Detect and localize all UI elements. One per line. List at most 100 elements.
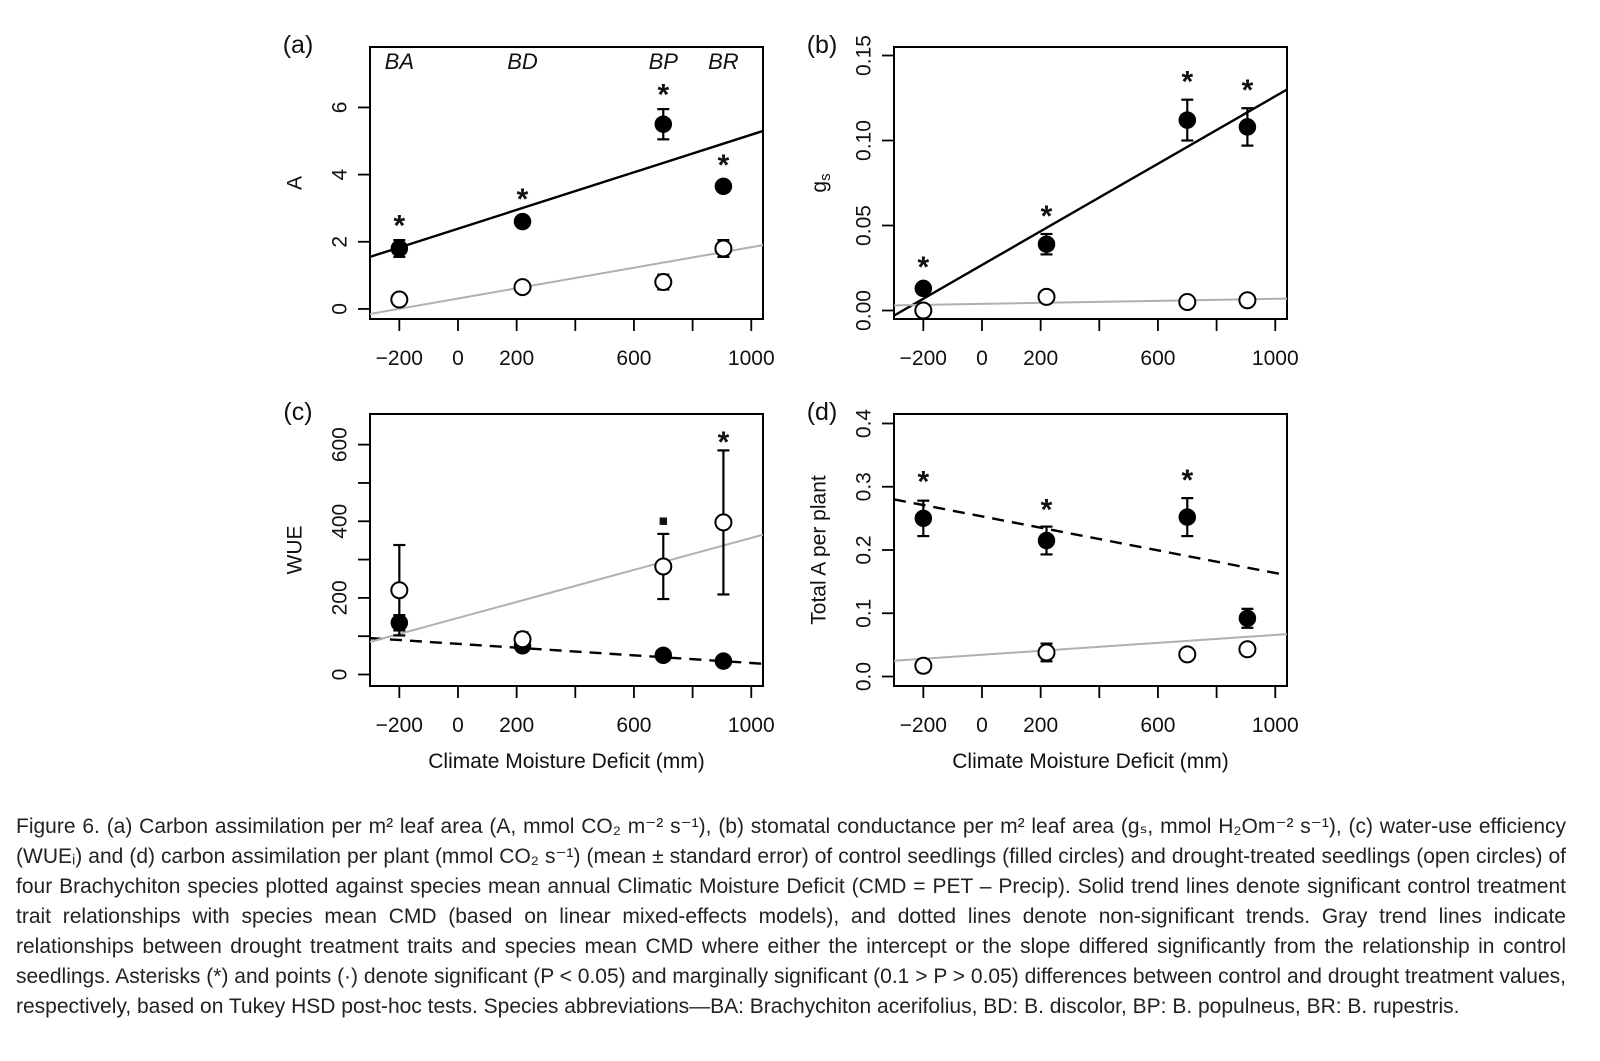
figure-6: −200 0 200 600 1000 0 2 4 6 A (a) BA BD BP BR * * * * −200 0… — [283, 31, 1299, 773]
x-tick-label: 1000 — [1252, 347, 1299, 370]
point-drought — [714, 239, 733, 258]
point-control — [914, 509, 933, 528]
point-control — [1238, 609, 1257, 628]
x-tick-label: 0 — [452, 347, 464, 370]
y-tick-label: 2 — [329, 236, 352, 248]
figure-caption: Figure 6. (a) Carbon assimilation per m²… — [16, 812, 1566, 1022]
trend-line-control — [370, 636, 763, 665]
point-drought — [654, 557, 673, 576]
trend-line-control — [894, 498, 1287, 577]
x-axis-title: Climate Moisture Deficit (mm) — [428, 750, 705, 773]
panel-label: (b) — [807, 31, 838, 59]
y-tick-label: 0.00 — [853, 290, 876, 331]
significance-mark: * — [1041, 200, 1053, 233]
trend-line-drought — [894, 633, 1287, 662]
x-axis-title: Climate Moisture Deficit (mm) — [952, 750, 1229, 773]
x-tick-label: 1000 — [728, 714, 775, 737]
x-tick-label: 200 — [1023, 347, 1058, 370]
species-label: BP — [649, 49, 679, 74]
y-axis-title-sub: s — [817, 173, 834, 181]
point-drought — [513, 630, 532, 649]
plot-frame — [893, 413, 1288, 687]
point-drought — [654, 273, 673, 292]
significance-mark: * — [517, 183, 529, 216]
x-tick-label: 600 — [1140, 347, 1175, 370]
y-axis-title: WUE — [284, 526, 307, 575]
y-tick-label: 0.3 — [853, 472, 876, 501]
significance-mark: ▪ — [658, 505, 669, 538]
y-tick-label: 4 — [329, 168, 352, 180]
point-drought — [914, 301, 933, 320]
point-control — [513, 212, 532, 231]
y-tick-label: 0.2 — [853, 535, 876, 564]
plot-frame — [369, 46, 764, 320]
y-tick-label: 0.05 — [853, 205, 876, 246]
y-tick-label: 600 — [329, 427, 352, 462]
panel-d: −200 0 200 600 1000 0.0 0.1 0.2 0.3 0.4 Total A pe… — [807, 398, 1299, 773]
x-tick-label: 1000 — [728, 347, 775, 370]
x-tick-label: 200 — [499, 714, 534, 737]
x-tick-label: 1000 — [1252, 714, 1299, 737]
trend-line-drought — [370, 533, 763, 643]
point-control — [714, 652, 733, 670]
point-drought — [1238, 640, 1257, 659]
point-drought — [1178, 645, 1197, 664]
significance-mark: * — [1041, 494, 1053, 527]
point-control — [1178, 111, 1197, 129]
point-control — [914, 279, 933, 298]
point-drought — [1037, 643, 1056, 662]
x-tick-label: −200 — [376, 347, 423, 370]
x-tick-label: 0 — [452, 714, 464, 737]
point-drought — [1238, 291, 1257, 310]
point-control — [654, 115, 673, 133]
trend-line-drought — [370, 244, 763, 315]
trend-line-drought — [894, 297, 1287, 307]
panel-b: −200 0 200 600 1000 0.00 0.05 0.10 0.15 gs (b) * * * * — [807, 31, 1299, 370]
significance-mark: * — [917, 465, 929, 498]
significance-mark: * — [393, 210, 405, 243]
significance-mark: * — [917, 251, 929, 284]
point-control — [654, 646, 673, 665]
point-control — [1178, 508, 1197, 526]
panel-c: −200 0 200 600 1000 0 200 400 600 WUE Climate Mois… — [283, 398, 774, 773]
x-tick-label: −200 — [900, 347, 947, 370]
species-label: BD — [507, 49, 538, 74]
y-tick-label: 0.1 — [853, 599, 876, 628]
species-label: BA — [385, 49, 414, 74]
point-control — [1037, 235, 1056, 253]
panel-label: (a) — [283, 31, 314, 59]
plot-frame — [893, 46, 1288, 320]
y-tick-label: 6 — [329, 102, 352, 114]
caption-text: (a) Carbon assimilation per m² leaf area… — [16, 815, 1566, 1018]
trend-line-control — [894, 88, 1287, 317]
y-tick-label: 0 — [329, 669, 352, 681]
point-control — [390, 239, 409, 258]
significance-mark: * — [718, 149, 730, 182]
panel-a: −200 0 200 600 1000 0 2 4 6 A (a) BA BD BP BR * * * * — [283, 31, 775, 370]
x-tick-label: 600 — [616, 714, 651, 737]
point-drought — [1037, 287, 1056, 306]
x-tick-label: 200 — [499, 347, 534, 370]
y-axis-title: gs — [808, 173, 834, 192]
point-drought — [1178, 293, 1197, 311]
y-tick-label: 400 — [329, 504, 352, 539]
x-tick-label: 600 — [616, 347, 651, 370]
x-tick-label: −200 — [900, 714, 947, 737]
y-axis-title-main: g — [808, 181, 831, 193]
panel-label: (c) — [283, 398, 312, 426]
point-drought — [513, 278, 532, 297]
y-tick-label: 0.15 — [853, 35, 876, 76]
point-control — [1037, 531, 1056, 550]
y-tick-label: 200 — [329, 580, 352, 615]
significance-mark: * — [1242, 74, 1254, 107]
x-tick-label: 0 — [976, 714, 988, 737]
y-axis-title: A — [284, 176, 307, 190]
plot-frame — [369, 413, 764, 687]
y-axis-title: Total A per plant — [808, 475, 831, 625]
significance-mark: * — [1181, 66, 1193, 99]
significance-mark: * — [1181, 464, 1193, 497]
y-tick-label: 0.4 — [853, 409, 876, 439]
y-tick-label: 0.0 — [853, 662, 876, 691]
y-tick-label: 0 — [329, 303, 352, 315]
x-tick-label: −200 — [376, 714, 423, 737]
